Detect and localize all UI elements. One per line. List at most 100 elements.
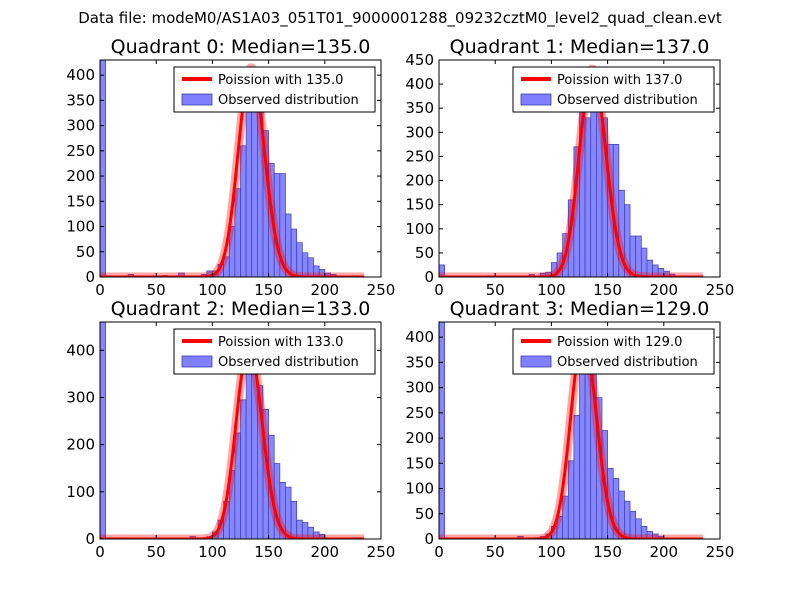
legend-poisson-label: Poission with 129.0 — [557, 335, 682, 350]
x-tick-label: 200 — [310, 543, 339, 561]
y-tick-label: 150 — [405, 454, 434, 472]
histogram-bar — [590, 98, 597, 277]
quadrant-2-plot-area — [100, 322, 368, 539]
y-tick-label: 200 — [405, 429, 434, 447]
y-tick-label: 100 — [405, 480, 434, 498]
y-tick-label: 400 — [405, 328, 434, 346]
legend-observed-swatch — [181, 93, 213, 106]
quadrant-2-panel: 0 50 100 150 200 250 0 100 200 300 400 Quadrant 2: … — [66, 298, 395, 561]
quadrant-2-title: Quadrant 2: Median=133.0 — [111, 298, 371, 320]
histogram-bar — [579, 372, 586, 539]
legend-observed-label: Observed distribution — [557, 355, 698, 370]
x-tick-label: 150 — [593, 281, 622, 299]
legend-observed-label: Observed distribution — [218, 93, 359, 108]
y-tick-label: 50 — [415, 505, 434, 523]
x-tick-label: 250 — [706, 281, 735, 299]
legend-observed-swatch — [520, 355, 552, 368]
quadrant-3-legend: Poission with 129.0 Observed distribution — [512, 328, 715, 375]
histogram-bar — [245, 97, 253, 277]
quadrant-2-legend: Poission with 133.0 Observed distribution — [173, 328, 376, 375]
y-tick-label: 350 — [405, 99, 434, 117]
x-tick-label: 200 — [310, 281, 339, 299]
histogram-bar — [100, 60, 106, 277]
quadrant-1-axes-frame — [438, 59, 721, 278]
quadrant-0-legend: Poission with 135.0 Observed distribution — [173, 66, 376, 113]
y-tick-label: 0 — [424, 268, 434, 286]
histogram-bar — [573, 415, 580, 539]
y-tick-label: 0 — [424, 530, 434, 548]
y-tick-label: 100 — [405, 220, 434, 238]
quadrant-3-plot-area — [439, 322, 707, 539]
x-tick-label: 0 — [434, 281, 444, 299]
quadrant-0-panel: 0 50 100 150 200 250 0 50 100 150 200 250 300 350 400 Q… — [66, 36, 395, 299]
legend-poisson-label: Poission with 135.0 — [218, 73, 343, 88]
y-tick-label: 50 — [76, 243, 95, 261]
histogram-bar — [635, 235, 642, 277]
y-tick-label: 300 — [405, 379, 434, 397]
x-tick-label: 0 — [95, 543, 105, 561]
histogram-bar — [240, 145, 247, 277]
quadrant-3-panel: 0 50 100 150 200 250 0 50 100 150 200 250 300 350 400 Q… — [405, 298, 734, 561]
y-tick-label: 150 — [405, 196, 434, 214]
y-tick-label: 350 — [405, 353, 434, 371]
x-tick-label: 200 — [649, 543, 678, 561]
histogram-bar — [100, 322, 106, 539]
x-tick-label: 100 — [537, 281, 566, 299]
y-tick-label: 100 — [66, 483, 95, 501]
quadrant-3-title: Quadrant 3: Median=129.0 — [450, 298, 710, 320]
poisson-curve — [100, 344, 365, 539]
y-tick-label: 450 — [405, 51, 434, 69]
y-tick-label: 300 — [405, 123, 434, 141]
quadrant-0-title: Quadrant 0: Median=135.0 — [111, 36, 371, 58]
legend-observed-swatch — [520, 93, 552, 106]
x-tick-label: 250 — [367, 543, 396, 561]
y-tick-label: 200 — [66, 167, 95, 185]
histogram-bar — [439, 322, 445, 539]
y-tick-label: 250 — [405, 404, 434, 422]
x-tick-label: 0 — [95, 281, 105, 299]
x-tick-label: 200 — [649, 281, 678, 299]
histogram-bar — [240, 399, 247, 539]
quadrant-1-panel: 0 50 100 150 200 250 0 50 100 150 200 250 300 350 400 4… — [405, 36, 734, 299]
x-tick-label: 50 — [147, 281, 166, 299]
y-tick-label: 200 — [405, 172, 434, 190]
y-tick-label: 50 — [415, 244, 434, 262]
x-tick-label: 50 — [486, 543, 505, 561]
histogram-bar — [245, 368, 253, 539]
y-tick-label: 0 — [85, 268, 95, 286]
quadrant-1-plot-area — [439, 64, 707, 277]
y-tick-label: 400 — [66, 341, 95, 359]
y-tick-label: 300 — [66, 388, 95, 406]
x-tick-label: 250 — [367, 281, 396, 299]
poisson-curve — [439, 67, 704, 277]
figure-suptitle: Data file: modeM0/AS1A03_051T01_90000012… — [78, 9, 722, 27]
y-tick-label: 150 — [66, 192, 95, 210]
poisson-curve — [439, 334, 704, 539]
x-tick-label: 150 — [593, 543, 622, 561]
x-tick-label: 0 — [434, 543, 444, 561]
legend-poisson-label: Poission with 133.0 — [218, 335, 343, 350]
legend-poisson-label: Poission with 137.0 — [557, 73, 682, 88]
quadrant-2-axes-frame — [99, 321, 382, 540]
y-tick-label: 250 — [66, 142, 95, 160]
quadrant-1-title: Quadrant 1: Median=137.0 — [450, 36, 710, 58]
x-tick-label: 150 — [254, 281, 283, 299]
y-tick-label: 300 — [66, 117, 95, 135]
quadrant-3-axes-frame — [438, 321, 721, 540]
histogram-bar — [439, 264, 445, 277]
y-tick-label: 350 — [66, 91, 95, 109]
x-tick-label: 50 — [147, 543, 166, 561]
y-tick-label: 400 — [66, 66, 95, 84]
legend-observed-label: Observed distribution — [218, 355, 359, 370]
y-tick-label: 250 — [405, 147, 434, 165]
quadrant-0-axes-frame — [99, 59, 382, 278]
x-tick-label: 100 — [198, 543, 227, 561]
histogram-bar — [584, 117, 592, 277]
quadrant-0-plot-area — [100, 60, 368, 277]
y-tick-label: 100 — [66, 218, 95, 236]
x-tick-label: 50 — [486, 281, 505, 299]
y-tick-label: 0 — [85, 530, 95, 548]
x-tick-label: 250 — [706, 543, 735, 561]
